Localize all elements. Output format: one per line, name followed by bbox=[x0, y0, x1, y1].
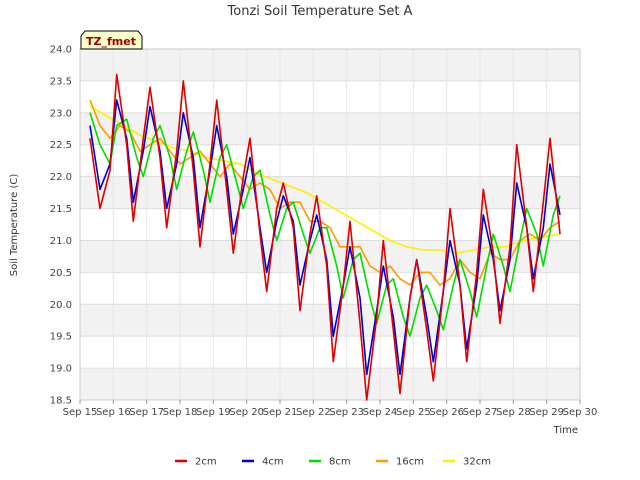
series-layer bbox=[89, 73, 561, 401]
y-tick-label: 20.5 bbox=[50, 268, 72, 279]
plot-band bbox=[80, 368, 580, 400]
y-tick-label: 19.5 bbox=[50, 332, 72, 343]
legend-label-4cm: 4cm bbox=[262, 457, 284, 468]
x-tick-label: Sep 25 bbox=[396, 407, 431, 418]
y-tick-label: 24.0 bbox=[50, 45, 72, 56]
y-tick-label: 22.5 bbox=[50, 140, 72, 151]
x-tick-label: Sep 30 bbox=[563, 407, 598, 418]
plot-band bbox=[80, 176, 580, 209]
tag-box: TZ_fmet bbox=[80, 30, 143, 50]
x-tick-label: Sep 21 bbox=[263, 407, 298, 418]
x-tick-label: Sep 22 bbox=[296, 407, 331, 418]
y-tick-label: 22.0 bbox=[50, 172, 72, 183]
series-line-8cm bbox=[89, 112, 561, 338]
y-tick-label: 20.0 bbox=[50, 300, 72, 311]
x-tick-label: Sep 28 bbox=[496, 407, 531, 418]
legend-label-8cm: 8cm bbox=[329, 457, 351, 468]
x-axis-label: Time bbox=[553, 425, 578, 436]
x-tick-label: Sep 19 bbox=[196, 407, 231, 418]
x-tick-label: Sep 23 bbox=[329, 407, 364, 418]
x-tick-label: Sep 29 bbox=[529, 407, 564, 418]
legend: 2cm 4cm 8cm 16cm 32cm bbox=[175, 457, 491, 468]
plot-frame bbox=[79, 48, 581, 401]
plot-bands bbox=[80, 49, 580, 400]
plot-band bbox=[80, 49, 580, 81]
y-tick-label: 18.5 bbox=[50, 396, 72, 407]
tag-box-shape bbox=[80, 30, 143, 50]
legend-label-32cm: 32cm bbox=[463, 457, 491, 468]
legend-label-16cm: 16cm bbox=[396, 457, 424, 468]
y-axis-label: Soil Temperature (C) bbox=[9, 174, 20, 277]
chart-title: Tonzi Soil Temperature Set A bbox=[227, 4, 413, 19]
series-line-2cm bbox=[89, 73, 561, 401]
x-tick-label: Sep 17 bbox=[129, 407, 164, 418]
y-tick-label: 21.0 bbox=[50, 236, 72, 247]
y-tick-label: 23.0 bbox=[50, 108, 72, 119]
x-tick-label: Sep 26 bbox=[429, 407, 464, 418]
x-tick-label: Sep 15 bbox=[63, 407, 98, 418]
y-tick-label: 23.5 bbox=[50, 76, 72, 87]
legend-label-2cm: 2cm bbox=[195, 457, 217, 468]
y-tick-label: 21.5 bbox=[50, 204, 72, 215]
x-tick-label: Sep 24 bbox=[363, 407, 398, 418]
x-tick-label: Sep 18 bbox=[163, 407, 198, 418]
y-tick-labels: 18.5 19.0 19.5 20.0 20.5 21.0 21.5 22.0 22.5 23.0… bbox=[50, 45, 72, 407]
plot-band bbox=[80, 112, 580, 145]
plot-band bbox=[80, 240, 580, 273]
series-line-16cm bbox=[89, 99, 561, 286]
plot-background bbox=[80, 49, 580, 400]
series-line-4cm bbox=[89, 99, 561, 376]
x-tick-label: Sep 27 bbox=[463, 407, 498, 418]
y-tick-label: 19.0 bbox=[50, 364, 72, 375]
x-tick-label: Sep 20 bbox=[229, 407, 264, 418]
x-tick-label: Sep 16 bbox=[96, 407, 131, 418]
tag-label: TZ_fmet bbox=[86, 35, 136, 48]
